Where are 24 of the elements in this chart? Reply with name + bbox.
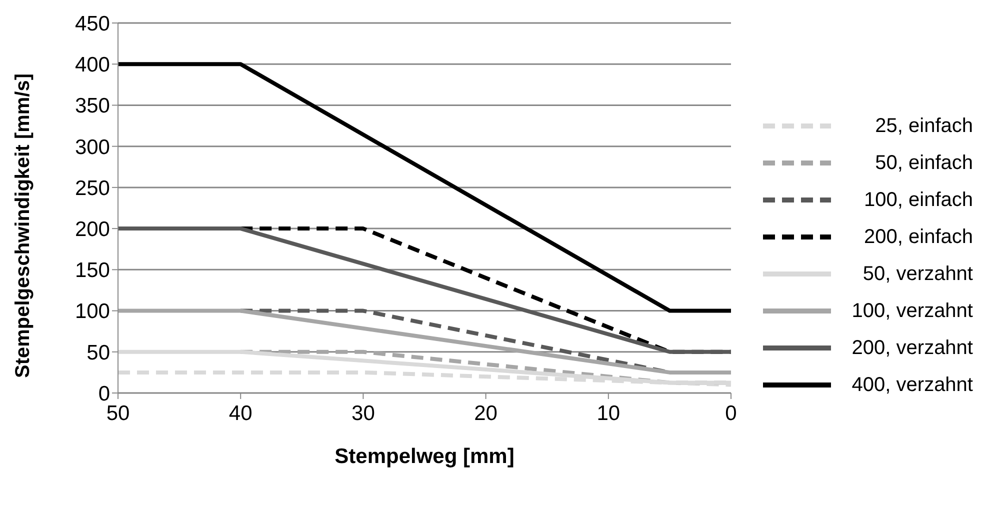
- x-tick-label: 40: [228, 402, 252, 425]
- legend-label: 50, verzahnt: [862, 262, 973, 286]
- legend-label: 400, verzahnt: [850, 374, 973, 396]
- legend-label: 50, einfach: [874, 152, 973, 174]
- y-tick-label: 200: [74, 218, 110, 242]
- x-tick-label: 0: [725, 402, 737, 425]
- legend-label: 200, verzahnt: [850, 336, 973, 360]
- x-axis-title: Stempelweg [mm]: [334, 445, 514, 468]
- x-tick-label: 20: [474, 402, 498, 425]
- x-tick-label: 30: [352, 402, 375, 425]
- y-tick-label: 50: [86, 341, 110, 364]
- legend-label: 200, einfach: [863, 226, 973, 248]
- y-tick-label: 350: [74, 94, 110, 118]
- legend-label: 25, einfach: [874, 114, 973, 138]
- y-tick-label: 100: [74, 300, 110, 324]
- y-axis-title: Stempelgeschwindigkeit [mm/s]: [12, 73, 34, 378]
- y-tick-label: 450: [74, 12, 110, 36]
- y-tick-label: 250: [74, 176, 110, 200]
- x-tick-label: 10: [596, 402, 620, 425]
- y-tick-label: 400: [74, 54, 110, 77]
- legend-label: 100, verzahnt: [850, 300, 973, 322]
- y-tick-label: 300: [74, 136, 110, 159]
- legend-label: 100, einfach: [863, 188, 973, 212]
- y-tick-label: 150: [74, 259, 110, 282]
